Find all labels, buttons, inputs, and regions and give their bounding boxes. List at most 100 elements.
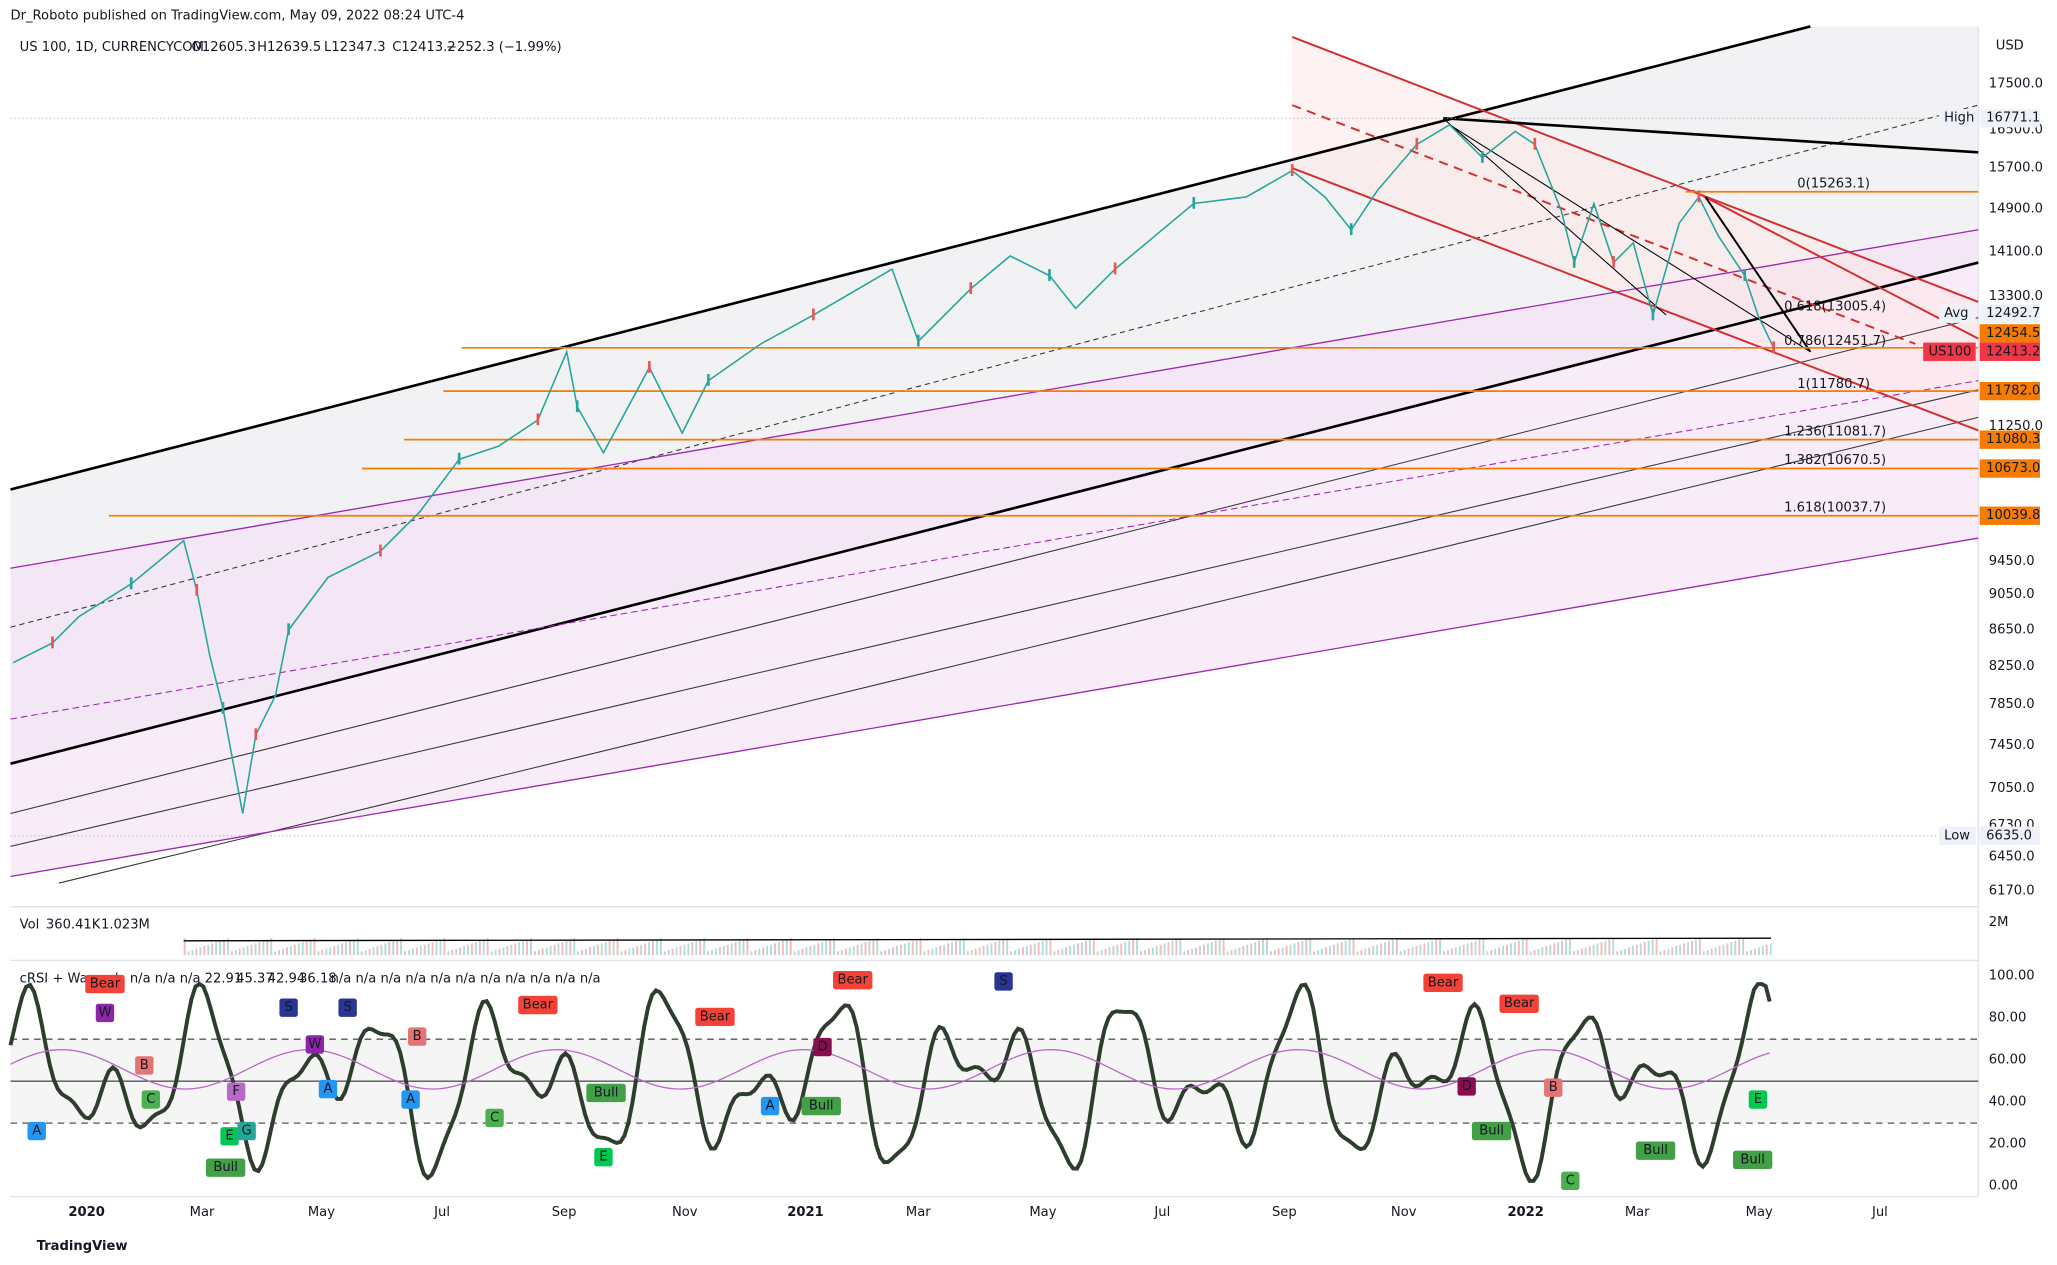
volume-bar <box>1340 942 1343 956</box>
volume-bar <box>1301 940 1304 956</box>
volume-bar <box>632 947 635 956</box>
volume-bar <box>1537 948 1540 956</box>
signal-marker-label: Bull <box>594 1085 619 1100</box>
volume-bar <box>207 944 210 956</box>
volume-bar <box>553 944 556 956</box>
volume-bar <box>836 951 839 956</box>
signal-marker-label: A <box>32 1124 41 1139</box>
volume-bar <box>1080 942 1083 956</box>
candle <box>969 282 973 295</box>
volume-bar <box>691 942 694 956</box>
volume-bar <box>1565 939 1568 956</box>
price-tag-value: 11080.3 <box>1986 432 2040 447</box>
volume-bar <box>183 938 186 956</box>
volume-bar <box>707 951 710 956</box>
volume-bar <box>1344 940 1347 956</box>
volume-bar <box>1163 943 1166 956</box>
trend-line <box>1704 196 1812 353</box>
volume-bar <box>1730 942 1733 956</box>
volume-bar <box>250 944 253 956</box>
time-axis-label: 2022 <box>1507 1205 1544 1220</box>
volume-bar <box>585 948 588 956</box>
price-axis-label: 9450.0 <box>1989 554 2035 569</box>
volume-bar <box>994 942 997 956</box>
volume-bar <box>1750 949 1752 956</box>
volume-bar <box>1454 947 1457 956</box>
volume-bar <box>1683 943 1686 956</box>
signal-marker-label: E <box>599 1150 607 1165</box>
volume-bar <box>506 946 509 956</box>
volume-bar <box>1450 948 1453 956</box>
volume-bar <box>372 947 375 956</box>
crsi-label: cRSI + Wa <box>20 971 88 986</box>
volume-bar <box>1403 949 1406 956</box>
signal-marker <box>1732 1150 1773 1170</box>
volume-bar <box>337 944 340 956</box>
signal-marker-label: D <box>1462 1079 1472 1094</box>
volume-bar <box>219 940 222 956</box>
time-axis-label: 2020 <box>68 1205 105 1220</box>
trend-line <box>1449 124 1811 353</box>
crsi-axis-label: 100.00 <box>1989 969 2035 984</box>
volume-bar <box>1116 944 1119 956</box>
volume-bar <box>345 942 347 956</box>
volume-bar <box>1187 949 1190 956</box>
crsi-line <box>8 981 1772 1183</box>
volume-bar <box>1734 940 1737 956</box>
volume-bar <box>274 951 277 956</box>
time-axis-label: May <box>1029 1205 1056 1220</box>
candle <box>195 583 199 596</box>
volume-bar <box>773 943 776 956</box>
volume-bar <box>266 939 269 956</box>
volume-bar <box>1746 951 1749 956</box>
volume-bar <box>1431 940 1434 956</box>
signal-marker-label: A <box>323 1082 332 1097</box>
volume-bar <box>915 939 918 956</box>
signal-marker-label: Bear <box>523 998 554 1013</box>
price-axis-label: 6170.0 <box>1989 883 2035 898</box>
volume-bar <box>329 947 332 956</box>
volume-bar <box>683 944 686 956</box>
fib-label: 1.382(10670.5) <box>1784 453 1886 468</box>
volume-bar <box>431 942 434 956</box>
volume-bar <box>195 948 198 956</box>
volume-bar <box>1643 942 1646 956</box>
volume-bar <box>675 947 678 956</box>
price-axis-label: 11250.0 <box>1989 419 2043 434</box>
volume-bar <box>699 939 702 956</box>
volume-bar <box>223 939 225 956</box>
footer: TradingView <box>37 1239 128 1254</box>
volume-bar <box>498 948 501 956</box>
volume-bar <box>1446 949 1449 956</box>
price-axis-label: 14900.0 <box>1989 201 2043 216</box>
time-axis-label: Jul <box>433 1205 450 1220</box>
signal-marker-label: Bear <box>837 973 868 988</box>
signal-marker <box>1499 994 1539 1013</box>
volume-bar <box>1096 951 1099 956</box>
volume-bar <box>1112 946 1115 956</box>
volume-bar <box>451 949 454 956</box>
volume-bar <box>1624 948 1627 956</box>
price-tag-value: 10673.0 <box>1986 461 2040 476</box>
volume-bar <box>258 942 261 956</box>
volume-bar <box>293 944 296 956</box>
price-tag-name: High <box>1944 111 1974 126</box>
volume-bar <box>1738 939 1741 956</box>
volume-bar <box>1769 943 1772 956</box>
volume-bar <box>872 939 875 956</box>
volume-bar <box>947 943 950 956</box>
volume-bar <box>341 943 344 956</box>
volume-bar <box>833 938 836 956</box>
crsi-value: n/a <box>480 971 501 986</box>
volume-bar <box>246 946 249 956</box>
volume-bar <box>1568 938 1571 956</box>
volume-bar <box>974 948 977 956</box>
price-tag-name-bg <box>1938 826 1976 846</box>
volume-bar <box>1336 943 1339 956</box>
volume-bar <box>1104 948 1107 956</box>
volume-bar <box>1171 940 1174 956</box>
signal-marker-label: Bull <box>1479 1124 1504 1139</box>
volume-bar <box>317 951 320 956</box>
candle <box>457 452 461 465</box>
